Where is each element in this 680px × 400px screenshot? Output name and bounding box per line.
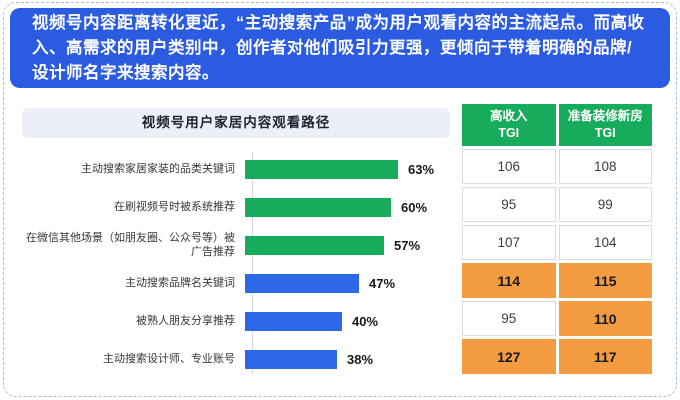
- bar-category-label: 主动搜索家居家装的品类关键词: [81, 162, 235, 175]
- bar-value-label: 40%: [352, 313, 379, 329]
- tgi-table: 高收入 TGI 准备装修新房 TGI 106 108 95 99 107 104…: [462, 104, 652, 374]
- tgi-table-header-high-income: 高收入 TGI: [462, 104, 556, 146]
- bar-row: 主动搜索品牌名关键词 47%: [22, 264, 454, 302]
- tgi-table-header-renovation: 准备装修新房 TGI: [558, 104, 652, 146]
- bar-category-label: 被熟人朋友分享推荐: [136, 314, 235, 327]
- bar-category-label: 主动搜索品牌名关键词: [125, 276, 235, 289]
- bar-category-label: 主动搜索设计师、专业账号: [103, 352, 235, 365]
- bar-category-label: 在微信其他场景（如朋友圈、公众号等）被广告推荐: [26, 231, 235, 258]
- bar-segment: [245, 159, 398, 179]
- bar-value-label: 60%: [401, 199, 428, 215]
- bar-segment: [245, 197, 391, 217]
- bar-row: 在刷视频号时被系统推荐 60%: [22, 188, 454, 226]
- bar-row: 主动搜索家居家装的品类关键词 63%: [22, 150, 454, 188]
- bar-segment: [245, 235, 384, 255]
- tgi-cell: 104: [558, 225, 652, 260]
- tgi-cell: 106: [462, 149, 556, 184]
- tgi-cell: 95: [462, 301, 556, 336]
- bar-value-label: 63%: [408, 161, 435, 177]
- bar-row: 被熟人朋友分享推荐 40%: [22, 302, 454, 340]
- bar-value-label: 47%: [369, 275, 396, 291]
- bar-segment: [245, 349, 337, 369]
- y-axis-line: [252, 152, 253, 374]
- bar-row: 在微信其他场景（如朋友圈、公众号等）被广告推荐 57%: [22, 226, 454, 264]
- bar-chart: 主动搜索家居家装的品类关键词 63% 在刷视频号时被系统推荐 60% 在微信其他…: [22, 150, 454, 378]
- tgi-cell: 115: [558, 263, 652, 298]
- tgi-cell: 107: [462, 225, 556, 260]
- bar-value-label: 57%: [394, 237, 421, 253]
- tgi-cell: 114: [462, 263, 556, 298]
- bar-segment: [245, 311, 342, 331]
- chart-title: 视频号用户家居内容观看路径: [22, 108, 450, 138]
- bar-segment: [245, 273, 359, 293]
- bar-category-label: 在刷视频号时被系统推荐: [114, 200, 235, 213]
- tgi-cell: 95: [462, 187, 556, 222]
- tgi-cell: 117: [558, 339, 652, 374]
- tgi-cell: 110: [558, 301, 652, 336]
- bar-row: 主动搜索设计师、专业账号 38%: [22, 340, 454, 378]
- header-text: 视频号内容距离转化更近，“主动搜索产品”成为用户观看内容的主流起点。而高收入、高…: [32, 13, 645, 82]
- tgi-cell: 108: [558, 149, 652, 184]
- tgi-cell: 127: [462, 339, 556, 374]
- tgi-cell: 99: [558, 187, 652, 222]
- bar-value-label: 38%: [347, 351, 374, 367]
- header-banner: 视频号内容距离转化更近，“主动搜索产品”成为用户观看内容的主流起点。而高收入、高…: [10, 8, 670, 88]
